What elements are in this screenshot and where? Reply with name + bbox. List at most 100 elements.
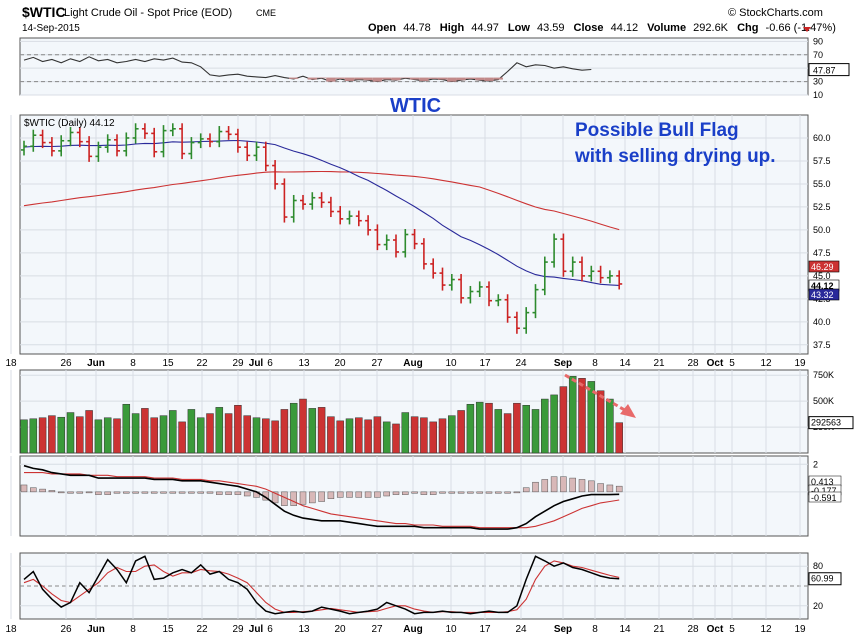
price-tick-label: 40.0	[813, 317, 831, 327]
stoch-x-tick-label: 29	[232, 624, 244, 635]
macd-histogram-bar	[411, 491, 418, 494]
volume-bar	[559, 386, 568, 454]
volume-bar	[448, 415, 456, 454]
stoch-x-tick-label: 10	[445, 624, 457, 635]
price-value-tag	[808, 260, 840, 273]
price-tick-label: 47.5	[813, 248, 831, 258]
ma-fast-line	[23, 139, 620, 286]
macd-histogram-bar	[420, 491, 428, 495]
header-exchange: CME	[256, 8, 276, 18]
volume-bar	[438, 418, 447, 454]
stoch-x-tick-label: Jun	[87, 624, 105, 635]
price-value-tag-label: 44.12	[811, 281, 834, 291]
price-x-tick-label: 8	[592, 358, 598, 369]
panels-layer: 103050709047.8737.540.042.545.047.550.05…	[5, 36, 854, 635]
price-x-tick-label: 20	[334, 358, 346, 369]
price-tick-label: 60.0	[813, 133, 831, 143]
price-x-tick-label: 15	[162, 358, 174, 369]
rsi-tick-label: 90	[813, 36, 823, 46]
rsi-value-box	[808, 63, 850, 77]
rsi-tick-label: 70	[813, 50, 823, 60]
volume-bar	[66, 412, 75, 454]
price-x-tick-label: 10	[445, 358, 457, 369]
stoch-d-line	[23, 560, 620, 613]
volume-value-label: 292563	[811, 418, 841, 428]
macd-histogram-bar	[550, 476, 558, 493]
chg-value: -0.66 (-1.47%)	[766, 22, 836, 34]
volume-bar	[103, 417, 112, 454]
stoch-x-tick-label: 18	[5, 624, 17, 635]
macd-histogram-bar	[448, 491, 456, 494]
volume-bar	[57, 416, 65, 454]
volume-bar	[494, 409, 503, 454]
price-tick-label: 55.0	[813, 179, 831, 189]
volume-bar	[392, 423, 400, 454]
stoch-x-tick-label: 13	[298, 624, 310, 635]
macd-histogram-bar	[299, 491, 307, 505]
brand-logo[interactable]: © StockCharts.com	[728, 7, 823, 19]
price-x-tick-label: Sep	[554, 358, 572, 369]
dropdown-arrow-icon[interactable]	[803, 27, 811, 32]
volume-bar	[85, 410, 93, 454]
volume-bar	[429, 421, 437, 454]
volume-bar	[113, 418, 121, 454]
volume-bar	[196, 417, 205, 454]
macd-signal-line	[24, 472, 620, 529]
volume-bar	[262, 418, 270, 454]
price-x-tick-label: 29	[232, 358, 244, 369]
stoch-x-tick-label: 17	[479, 624, 491, 635]
macd-histogram-bar	[216, 491, 223, 495]
stoch-tick-label: 20	[813, 601, 823, 611]
macd-histogram-bar	[597, 483, 604, 493]
macd-histogram-bar	[402, 491, 409, 495]
ma-slow-line	[23, 170, 620, 231]
volume-bar	[513, 402, 521, 454]
price-panel-title: $WTIC (Daily) 44.12	[24, 118, 115, 129]
macd-histogram-bar	[588, 480, 595, 493]
volume-bar	[457, 410, 465, 454]
volume-bar	[271, 420, 279, 454]
volume-bar	[541, 398, 549, 454]
low-label: Low	[508, 22, 530, 34]
price-x-tick-label: 24	[515, 358, 527, 369]
price-x-tick-label: 22	[196, 358, 208, 369]
volume-bar	[364, 419, 372, 454]
macd-histogram-bar	[141, 491, 149, 494]
stoch-value-label: 60.99	[811, 574, 834, 584]
macd-histogram-bar	[39, 488, 46, 493]
volume-bar	[29, 418, 38, 454]
stoch-k-line	[23, 555, 620, 615]
macd-histogram-bar	[67, 491, 74, 494]
macd-histogram-bar	[160, 491, 167, 494]
volume-bar	[568, 375, 577, 454]
volume-bar	[252, 417, 261, 454]
annotations: WTIC Possible Bull Flag with selling dry…	[390, 95, 776, 167]
macd-histogram-bar	[495, 491, 502, 494]
volume-bar	[38, 417, 47, 454]
stoch-x-tick-label: 20	[334, 624, 346, 635]
price-x-tick-label: 17	[479, 358, 491, 369]
price-tick-label: 45.0	[813, 271, 831, 281]
stoch-x-tick-label: 5	[729, 624, 735, 635]
price-value-tag-label: 46.29	[811, 262, 834, 272]
macd-value-label: 0.413	[811, 477, 834, 487]
macd-histogram-bar	[532, 481, 539, 493]
macd-histogram-bar	[76, 491, 84, 494]
macd-histogram-bar	[504, 491, 511, 494]
macd-histogram-bar	[560, 476, 567, 493]
volume-bar	[503, 413, 512, 454]
volume-bar	[606, 398, 614, 454]
rsi-tick-label: 30	[813, 77, 823, 87]
macd-histogram-bar	[169, 491, 177, 494]
volume-bar	[615, 422, 623, 454]
price-x-tick-label: 6	[267, 358, 273, 369]
macd-histogram-bar	[271, 491, 279, 504]
macd-histogram-bar	[318, 491, 325, 502]
macd-histogram-bar	[309, 491, 316, 504]
price-x-tick-label: 14	[619, 358, 631, 369]
macd-line	[23, 464, 620, 530]
macd-histogram-bar	[522, 487, 530, 493]
price-x-tick-label: Jun	[87, 358, 105, 369]
macd-histogram-bar	[615, 485, 623, 493]
